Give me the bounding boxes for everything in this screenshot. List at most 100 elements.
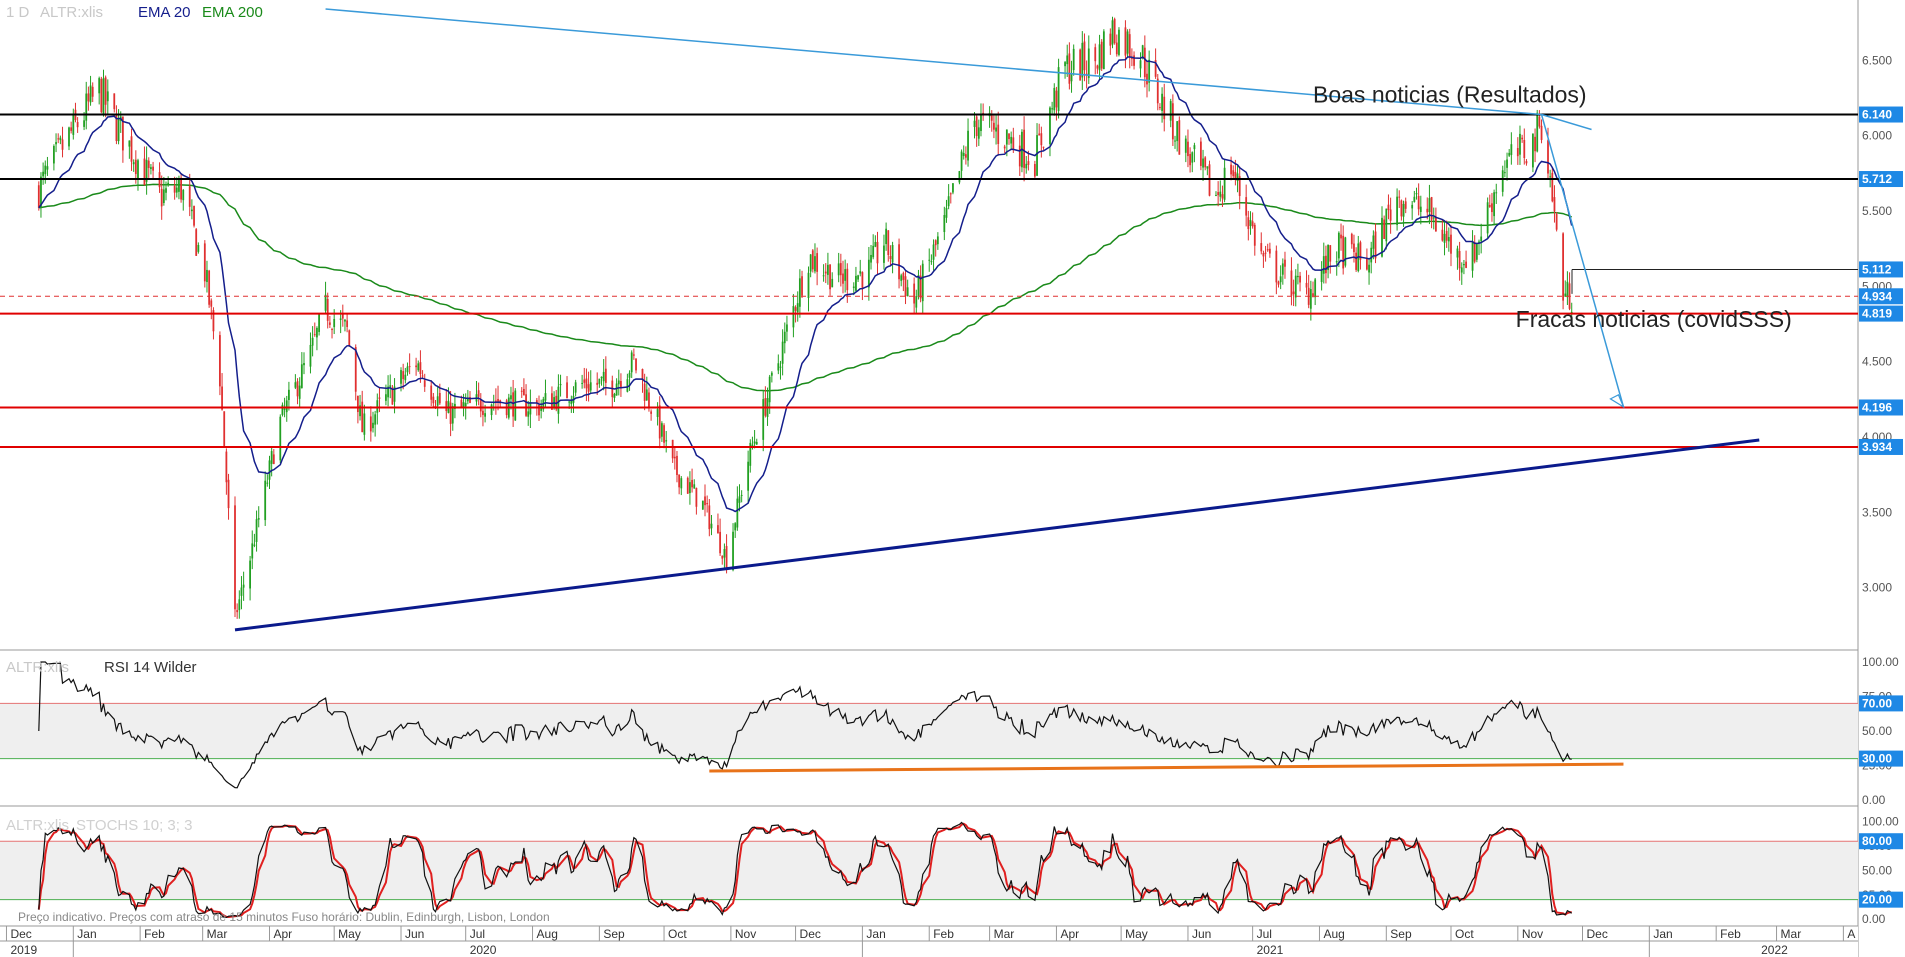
candle-body xyxy=(253,544,256,546)
rsi-line xyxy=(38,661,1572,789)
candle-body xyxy=(1562,233,1564,301)
candle-body xyxy=(1057,67,1060,111)
trendline-resistance[interactable] xyxy=(325,8,1542,116)
rsi-level-tag-background xyxy=(1859,750,1903,767)
candle-body xyxy=(824,271,827,274)
rsi-level-tag-background xyxy=(1859,695,1903,712)
candle-body xyxy=(641,368,644,381)
chart-annotation: Boas noticias (Resultados) xyxy=(1313,81,1587,107)
candle-body xyxy=(645,389,648,401)
candle-body xyxy=(952,183,954,193)
candle-body xyxy=(570,400,573,405)
candle-body xyxy=(1266,249,1269,251)
candle-body xyxy=(1426,208,1429,213)
candle-body xyxy=(734,523,737,531)
candle-body xyxy=(1305,282,1308,288)
candle-body xyxy=(1521,137,1524,140)
candle-body xyxy=(432,396,435,404)
candle-body xyxy=(1191,152,1194,163)
candle-body xyxy=(673,456,676,459)
rsi-legend-indicator[interactable]: RSI 14 Wilder xyxy=(104,659,197,676)
candle-body xyxy=(454,403,456,409)
candle-body xyxy=(1169,101,1172,121)
month-label: Dec xyxy=(10,927,31,941)
candle-body xyxy=(1292,291,1295,295)
candle-body xyxy=(889,256,892,260)
price-level-tag: 5.712 xyxy=(1862,172,1892,186)
candle-body xyxy=(566,382,568,399)
trendline-support[interactable] xyxy=(234,438,1760,632)
candle-body xyxy=(178,179,180,192)
candle-body xyxy=(391,387,394,405)
candle-body xyxy=(223,411,226,448)
candle-body xyxy=(303,363,305,366)
candle-body xyxy=(1253,224,1256,246)
rsi-level-tag: 70.00 xyxy=(1862,696,1892,710)
candle-body xyxy=(585,378,588,389)
candle-body xyxy=(1217,192,1220,196)
candle-body xyxy=(777,363,780,371)
legend-ema-fast[interactable]: EMA 20 xyxy=(138,4,191,21)
candle-body xyxy=(328,322,331,325)
candle-body xyxy=(680,478,683,489)
candle-body xyxy=(1506,159,1508,168)
candle-body xyxy=(902,273,905,280)
candle-body xyxy=(137,160,139,179)
candle-body xyxy=(466,397,469,402)
month-label: Sep xyxy=(1390,927,1412,941)
legend-ema-slow[interactable]: EMA 200 xyxy=(202,4,263,21)
candle-body xyxy=(1232,170,1235,177)
month-label: Aug xyxy=(537,927,558,941)
candle-body xyxy=(809,254,812,272)
candle-body xyxy=(406,366,409,373)
candle-body xyxy=(1036,135,1038,176)
price-marker-tag: 4.934 xyxy=(1862,289,1892,303)
candle-body xyxy=(309,344,312,367)
candle-body xyxy=(402,371,405,380)
candle-body xyxy=(1215,195,1217,197)
candle-body xyxy=(977,127,980,139)
candle-body xyxy=(1566,281,1569,298)
candle-body xyxy=(1087,48,1090,79)
candle-body xyxy=(1383,219,1386,239)
candle-body xyxy=(346,320,349,327)
candle-body xyxy=(1366,258,1368,270)
price-tick-label: 6.500 xyxy=(1862,53,1892,67)
candle-body xyxy=(1206,166,1209,169)
candle-body xyxy=(1219,191,1222,197)
candle-body xyxy=(240,587,243,596)
ema-200-line xyxy=(38,183,1573,392)
candle-body xyxy=(1491,203,1493,213)
candle-body xyxy=(1516,148,1519,157)
candle-body xyxy=(359,405,361,417)
candle-body xyxy=(663,425,665,443)
month-label: Dec xyxy=(800,927,821,941)
month-label: Jul xyxy=(1257,927,1272,941)
rsi-level-tag: 30.00 xyxy=(1862,752,1892,766)
candle-body xyxy=(298,385,301,399)
candle-body xyxy=(919,275,922,299)
candle-body xyxy=(1404,201,1407,209)
rsi-legend-symbol: ALTR:xlis xyxy=(6,659,69,676)
candle-body xyxy=(1238,176,1241,196)
candle-body xyxy=(1230,164,1232,175)
candle-body xyxy=(173,185,176,193)
stochastic-level-tag-background xyxy=(1859,891,1903,908)
candle-body xyxy=(770,372,773,376)
candle-body xyxy=(464,402,467,407)
candle-body xyxy=(91,86,94,97)
candle-body xyxy=(1458,251,1461,269)
trendline-projection[interactable] xyxy=(1540,114,1625,408)
candle-body xyxy=(583,379,586,383)
candle-body xyxy=(436,396,439,406)
candle-body xyxy=(855,275,857,291)
month-label: A xyxy=(1847,927,1855,941)
candle-body xyxy=(512,392,515,417)
candle-body xyxy=(1199,141,1202,166)
candle-body xyxy=(1171,103,1174,140)
price-tick-label: 3.500 xyxy=(1862,505,1892,519)
candle-body xyxy=(967,130,969,161)
price-level-tag-background xyxy=(1859,171,1903,188)
candle-body xyxy=(995,127,997,132)
candle-body xyxy=(415,365,418,368)
